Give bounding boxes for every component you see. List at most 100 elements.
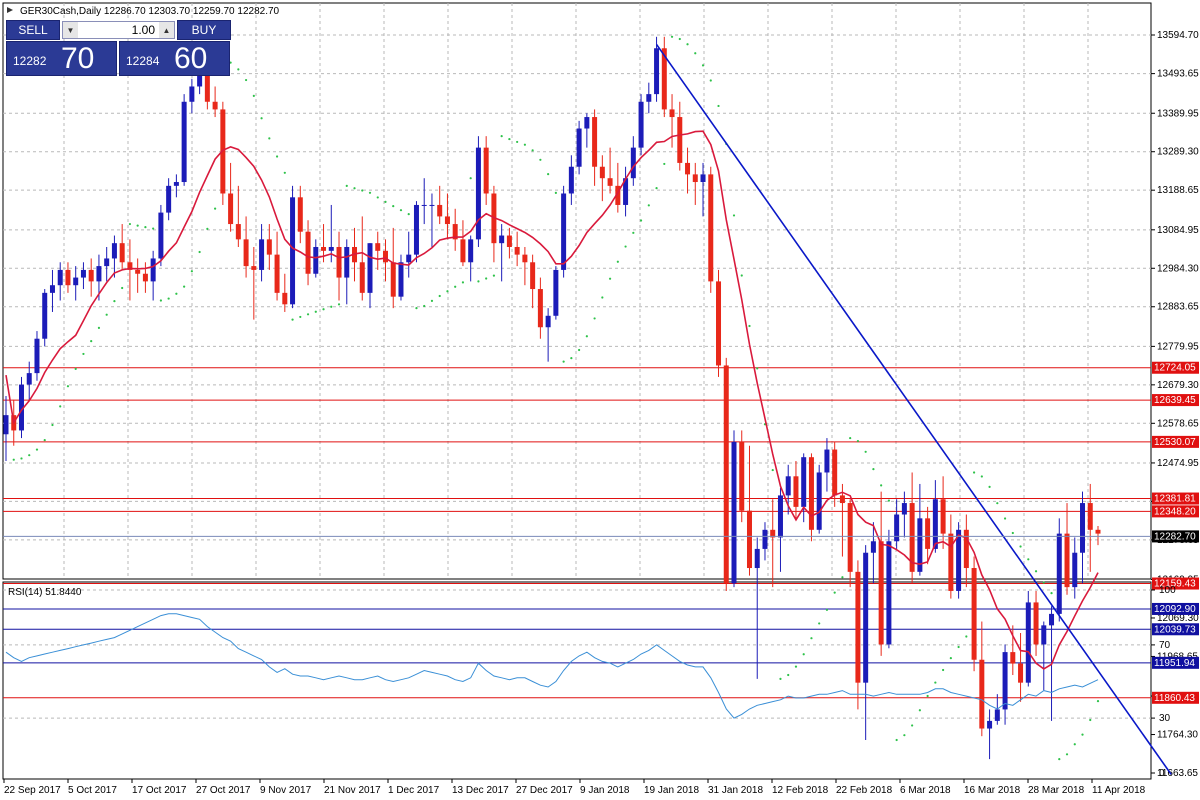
candle-body [26,373,32,385]
sar-dot [523,143,526,146]
level-label: 12639.45 [1154,395,1196,406]
sell-price-box[interactable]: 12282 70 [6,41,117,76]
sar-dot [593,317,596,320]
sar-dot [74,367,77,370]
sar-dot [485,277,488,280]
candle-body [731,441,737,584]
candle-body [367,243,373,293]
candle-body [49,285,55,293]
sar-dot [299,315,302,319]
candle-body [189,86,195,102]
level-label-box [1152,492,1199,505]
sar-dot [322,308,325,311]
sar-dot [167,297,170,300]
candle-body [119,243,125,263]
sar-dot [1027,558,1030,561]
sar-dot [740,274,743,277]
sar-dot [345,184,348,187]
candle-body [274,254,280,293]
candle-body [444,216,450,225]
sar-dot [353,187,356,190]
sar-dot [686,43,689,46]
price-axis-label: 12779.95 [1157,341,1199,352]
candle-body [894,514,900,542]
sar-dot [229,61,232,64]
candle-body [80,269,86,278]
sar-dot [337,303,341,306]
candle-body [855,571,861,683]
sar-dot [206,227,209,231]
candle-body [1064,533,1070,588]
level-label-box [1152,623,1199,636]
buy-button[interactable]: BUY [177,20,231,40]
candle-body [336,246,342,278]
sar-dot [361,189,364,192]
sar-dot [663,162,666,166]
lot-size-input[interactable] [79,22,157,38]
price-axis-label: 13594.70 [1157,30,1199,41]
sar-dot [918,709,921,712]
sar-dot [1019,545,1022,548]
sar-dot [291,318,294,321]
sar-dot [825,608,829,611]
candle-body [390,262,396,297]
lot-decrease-button[interactable]: ▼ [63,22,78,38]
sell-button[interactable]: SELL [6,20,60,40]
candle-body [1095,529,1101,534]
sar-dot [384,200,387,203]
candle-body [1080,503,1086,553]
sar-dot [1011,531,1014,535]
candle-body [111,243,117,259]
sar-dot [570,357,573,360]
candle-body [197,71,203,87]
candle-body [212,101,218,110]
sar-dot [880,484,883,487]
sar-dot [616,260,619,263]
lot-increase-button[interactable]: ▲ [159,22,174,38]
candle-body [886,541,892,645]
price-axis-label: 12984.30 [1157,263,1199,274]
candle-body [290,197,296,305]
sar-dot [539,158,542,161]
sar-dot [756,367,759,370]
candle-body [599,166,605,179]
level-label-box [1152,394,1199,407]
candle-body [499,235,505,244]
sar-dot [717,104,720,108]
price-axis-label: 13084.95 [1157,225,1199,236]
sar-dot [415,307,418,310]
price-axis-label: 13493.65 [1157,69,1199,80]
symbol-header: GER30Cash,Daily 12286.70 12303.70 12259.… [20,6,280,17]
price-axis-label: 12883.65 [1157,302,1199,313]
sell-price-small: 12282 [13,54,47,68]
candle-body [514,246,520,255]
candle-body [669,109,675,118]
time-axis-label: 9 Nov 2017 [260,785,312,796]
sar-dot [190,270,193,273]
candle-body [615,185,621,205]
level-label: 12724.05 [1154,363,1196,374]
candle-body [282,292,288,305]
sar-dot [214,207,217,210]
candle-body [166,185,172,213]
sar-dot [392,205,395,208]
candle-body [948,533,954,591]
candle-body [1002,652,1008,710]
rsi-axis-label: 30 [1159,713,1171,724]
sar-dot [306,313,310,316]
sar-dot [252,94,255,97]
candle-body [932,499,938,549]
time-axis-label: 27 Oct 2017 [196,785,251,796]
sar-dot [732,214,736,217]
rsi-axis-label: 0 [1159,768,1165,779]
candle-body [266,239,272,255]
sar-dot [461,281,465,284]
sar-dot [477,280,480,283]
sar-dot [779,677,782,680]
candle-body [142,273,148,282]
time-axis-label: 13 Dec 2017 [452,785,509,796]
sar-dot [12,458,15,461]
candle-body [468,239,474,263]
candle-body [181,101,187,183]
buy-price-box[interactable]: 12284 60 [119,41,230,76]
